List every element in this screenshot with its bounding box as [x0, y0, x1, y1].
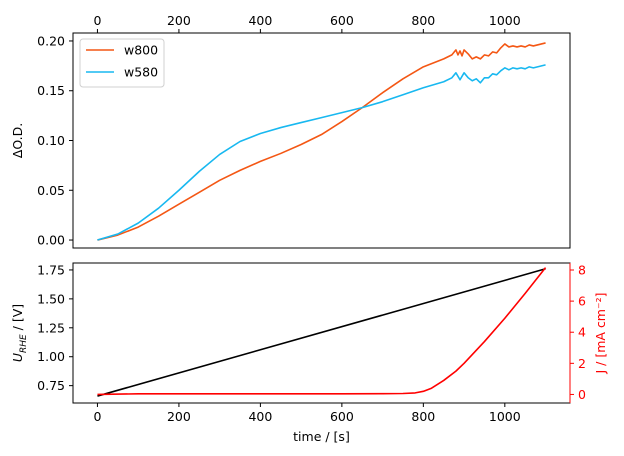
bottom-right-y-tick-label: 2	[578, 356, 586, 371]
bottom-y-ticks-left: 0.75 1.00 1.25 1.50 1.75	[37, 262, 73, 393]
bottom-x-ticks: 0 200 400 600 800 1000	[93, 403, 521, 424]
top-y-tick-label: 0.05	[37, 183, 65, 198]
bottom-y-tick-label: 0.75	[37, 378, 65, 393]
top-x-tick-label: 1000	[489, 13, 521, 28]
legend-label-w580: w580	[124, 65, 158, 80]
top-x-tick-label: 400	[248, 13, 272, 28]
bottom-x-tick-label: 200	[167, 409, 191, 424]
series-line-w580	[97, 64, 546, 241]
potential-line	[97, 268, 546, 397]
bottom-x-tick-label: 800	[411, 409, 435, 424]
bottom-right-y-tick-label: 4	[578, 325, 586, 340]
bottom-series-group	[97, 267, 547, 397]
bottom-x-axis-label: time / [s]	[293, 429, 350, 444]
top-y-tick-label: 0.00	[37, 233, 65, 248]
bottom-chart: 0 200 400 600 800 1000 0.75 1.00 1.25 1.50 1.75 0…	[10, 262, 608, 444]
bottom-y-ticks-right: 0 2 4 6 8	[569, 263, 586, 403]
top-y-tick-label: 0.20	[37, 33, 65, 48]
bottom-x-tick-label: 400	[248, 409, 272, 424]
series-line-w800	[97, 42, 546, 241]
top-y-ticks: 0.00 0.05 0.10 0.15 0.20	[37, 33, 73, 248]
top-series-group	[97, 42, 546, 241]
bottom-y-tick-label: 1.00	[37, 349, 65, 364]
legend-label-w800: w800	[124, 43, 158, 58]
bottom-right-y-tick-label: 6	[578, 294, 586, 309]
top-y-tick-label: 0.15	[37, 83, 65, 98]
top-chart: 0 200 400 600 800 1000 0.00 0.05 0.10 0.15 0.20 Δ…	[10, 13, 571, 249]
bottom-y-tick-label: 1.75	[37, 262, 65, 277]
legend: w800 w580	[79, 38, 165, 88]
bottom-right-y-tick-label: 0	[578, 387, 586, 402]
top-y-axis-label: ΔO.D.	[10, 123, 25, 158]
top-y-tick-label: 0.10	[37, 133, 65, 148]
bottom-x-tick-label: 600	[330, 409, 354, 424]
legend-box	[79, 38, 165, 88]
current-density-line	[97, 267, 547, 396]
bottom-y-axis-label-right: J / [mA cm⁻²]	[593, 293, 608, 375]
top-x-ticks: 0 200 400 600 800 1000	[93, 13, 521, 33]
top-x-tick-label: 600	[330, 13, 354, 28]
bottom-y-tick-label: 1.50	[37, 291, 65, 306]
bottom-x-tick-label: 0	[93, 409, 101, 424]
top-x-tick-label: 800	[411, 13, 435, 28]
bottom-x-tick-label: 1000	[489, 409, 521, 424]
top-x-tick-label: 0	[93, 13, 101, 28]
bottom-right-y-tick-label: 8	[578, 263, 586, 278]
bottom-y-tick-label: 1.25	[37, 320, 65, 335]
top-x-tick-label: 200	[167, 13, 191, 28]
bottom-y-axis-label-left: URHE / [V]	[10, 304, 29, 362]
